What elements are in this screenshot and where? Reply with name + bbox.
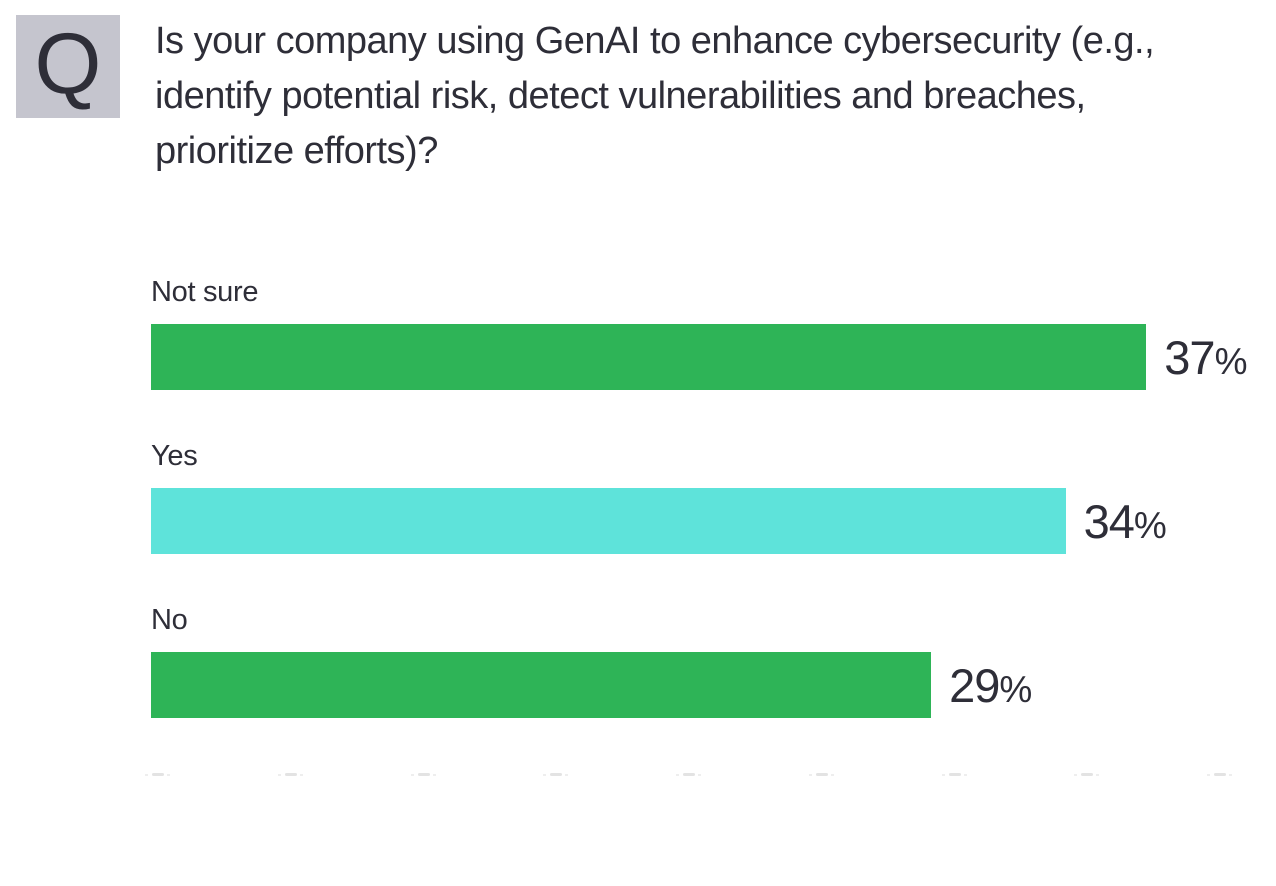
bar-label: Yes <box>151 440 198 472</box>
bar-value-label: 29% <box>949 658 1032 712</box>
bar-row: Yes 34% <box>151 440 1227 554</box>
tick-mark <box>941 768 962 782</box>
bar-chart: Not sure 37% Yes 34% No 29% <box>145 276 1247 782</box>
x-axis-ticks <box>145 768 1227 782</box>
bar <box>151 652 932 718</box>
bar-label: No <box>151 604 188 636</box>
tick-mark <box>410 768 431 782</box>
bar-value-label: 37% <box>1164 330 1247 384</box>
bar <box>151 324 1147 390</box>
tick-mark <box>1074 768 1094 782</box>
tick-mark <box>1207 768 1227 782</box>
bar-row: No 29% <box>151 604 1227 718</box>
tick-mark <box>543 768 563 782</box>
bar-chart-rows: Not sure 37% Yes 34% No 29% <box>151 276 1247 718</box>
bar <box>151 488 1066 554</box>
bar-track: 34% <box>151 488 1227 554</box>
bar-row: Not sure 37% <box>151 276 1247 390</box>
tick-mark <box>277 768 298 782</box>
question-letter-badge: Q <box>16 15 120 118</box>
bar-value-label: 34% <box>1083 494 1167 548</box>
bar-label: Not sure <box>151 276 259 308</box>
question-text: Is your company using GenAI to enhance c… <box>155 20 1155 172</box>
tick-mark <box>145 768 165 782</box>
bar-track: 37% <box>151 324 1247 390</box>
tick-mark <box>676 768 696 782</box>
tick-mark <box>808 768 829 782</box>
bar-track: 29% <box>151 652 1227 718</box>
